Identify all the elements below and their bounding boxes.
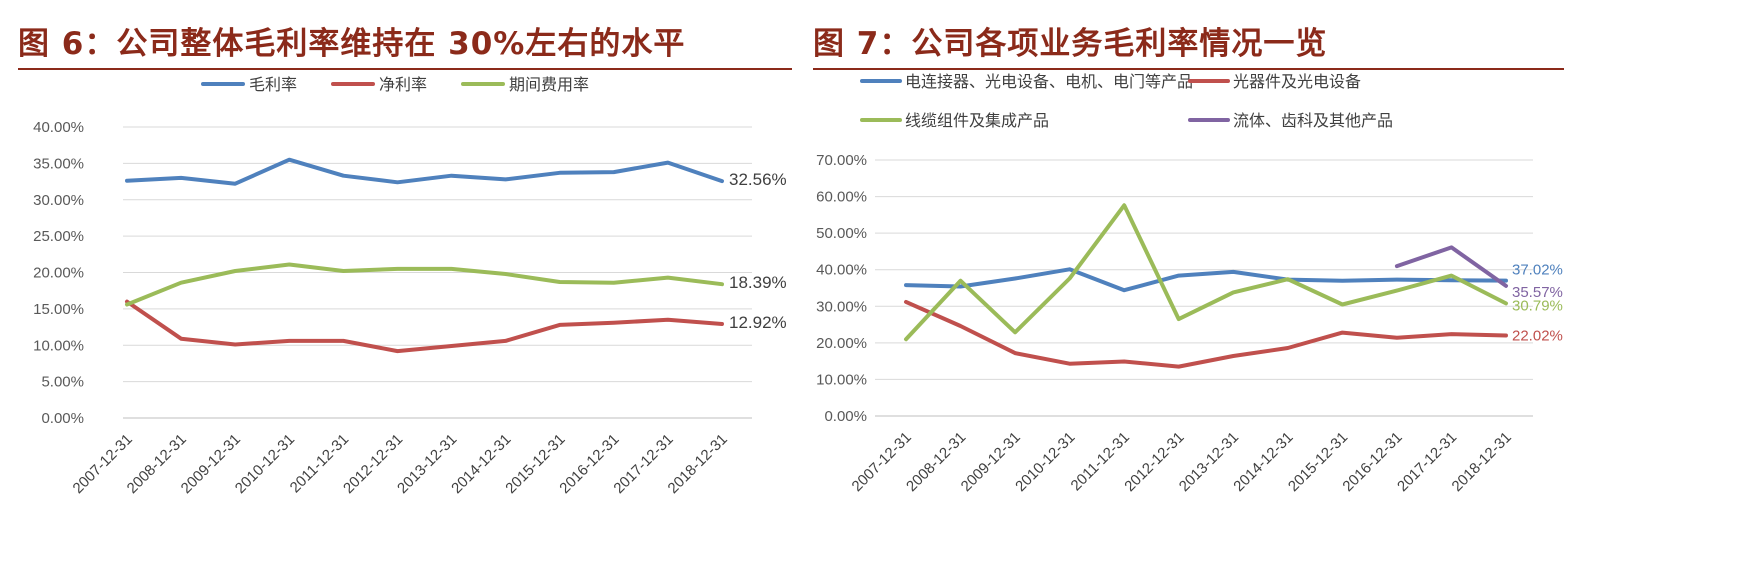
chart6-end-label-0: 32.56% [729, 170, 787, 189]
chart7-x-tick-label: 2018-12-31 [1449, 429, 1515, 495]
chart6-y-tick-label: 20.00% [33, 265, 84, 282]
chart6-y-tick-label: 35.00% [33, 155, 84, 172]
chart7-end-label-0: 37.02% [1512, 262, 1563, 279]
chart7-end-label-3: 35.57% [1512, 284, 1563, 301]
chart7-y-tick-label: 50.00% [816, 225, 867, 242]
chart7-y-tick-label: 0.00% [824, 408, 867, 425]
chart6-legend-label-1: 净利率 [379, 75, 427, 94]
chart7-y-tick-label: 10.00% [816, 371, 867, 388]
chart6-series-line-1 [125, 299, 724, 354]
chart7-legend-label-3: 流体、齿科及其他产品 [1233, 111, 1393, 130]
chart7-y-tick-label: 70.00% [816, 152, 867, 169]
chart7-end-label-2: 30.79% [1512, 297, 1563, 314]
chart6-y-tick-label: 15.00% [33, 301, 84, 318]
figure-6-title: 图 6：公司整体毛利率维持在 30%左右的水平 [18, 26, 686, 62]
chart7-y-tick-label: 30.00% [816, 298, 867, 315]
chart6-y-tick-label: 30.00% [33, 192, 84, 209]
chart7-series-line-0 [904, 267, 1508, 293]
chart7-legend-label-1: 光器件及光电设备 [1233, 72, 1361, 91]
chart7-y-tick-label: 60.00% [816, 189, 867, 206]
chart7-x-tick-label: 2010-12-31 [1012, 429, 1078, 495]
figure-7-rule [813, 68, 1564, 70]
chart6-y-tick-label: 0.00% [41, 410, 84, 427]
chart7-series-line-3 [1394, 245, 1508, 288]
chart7-series-line-2 [904, 203, 1508, 342]
chart6-y-tick-label: 5.00% [41, 374, 84, 391]
chart7-legend-label-2: 线缆组件及集成产品 [905, 111, 1049, 130]
figure-6-rule [18, 68, 792, 70]
chart6-legend-label-2: 期间费用率 [509, 75, 589, 94]
chart6-series-line-2 [125, 262, 724, 307]
chart6-legend-label-0: 毛利率 [249, 75, 297, 94]
chart7-end-label-1: 22.02% [1512, 327, 1563, 344]
figure-7-title: 图 7：公司各项业务毛利率情况一览 [813, 26, 1328, 62]
chart6-y-tick-label: 10.00% [33, 337, 84, 354]
chart6-end-label-1: 12.92% [729, 313, 787, 332]
chart7-series-line-1 [904, 299, 1508, 369]
chart6-end-label-2: 18.39% [729, 273, 787, 292]
chart6-y-tick-label: 40.00% [33, 119, 84, 136]
chart7-y-tick-label: 40.00% [816, 262, 867, 279]
chart7-legend-label-0: 电连接器、光电设备、电机、电门等产品 [905, 72, 1193, 91]
chart6-y-tick-label: 25.00% [33, 228, 84, 245]
chart6-series-line-0 [125, 157, 724, 186]
chart7-y-tick-label: 20.00% [816, 335, 867, 352]
